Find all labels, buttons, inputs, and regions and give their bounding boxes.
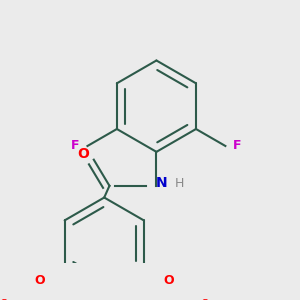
- Text: F: F: [71, 140, 80, 152]
- Text: O: O: [163, 274, 174, 287]
- Text: O: O: [34, 274, 45, 287]
- Text: O: O: [201, 299, 209, 300]
- Text: H: H: [175, 177, 184, 190]
- Text: O: O: [0, 299, 8, 300]
- Text: O: O: [77, 148, 89, 161]
- Text: F: F: [233, 140, 242, 152]
- Text: N: N: [156, 176, 167, 190]
